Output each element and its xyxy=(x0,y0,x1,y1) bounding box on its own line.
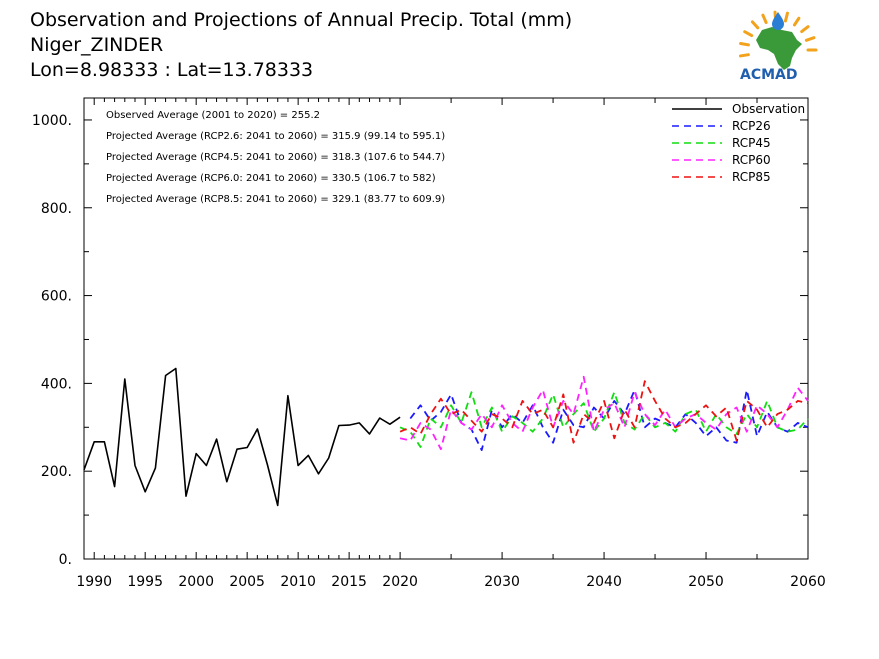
plot-area xyxy=(83,97,809,560)
rcp26-average-note: Projected Average (RCP2.6: 2041 to 2060)… xyxy=(106,131,445,142)
acmad-logo: ACMAD xyxy=(738,10,818,83)
series-line-rcp85 xyxy=(399,380,809,444)
y-tick-label: 800. xyxy=(41,201,72,217)
legend-label: Observation xyxy=(732,102,805,116)
x-tick-label: 2030 xyxy=(484,574,520,590)
y-tick-label: 600. xyxy=(41,289,72,305)
y-tick-label: 200. xyxy=(41,464,72,480)
x-tick-label: 2050 xyxy=(688,574,724,590)
x-tick-label: 1995 xyxy=(127,574,163,590)
x-tick-label: 2040 xyxy=(586,574,622,590)
legend-label: RCP26 xyxy=(732,119,771,133)
y-axis-tick-labels: 0. 200. 400. 600. 800. 1000. xyxy=(32,113,72,568)
x-tick-label: 2060 xyxy=(790,574,826,590)
x-tick-label: 2015 xyxy=(331,574,367,590)
rcp45-average-note: Projected Average (RCP4.5: 2041 to 2060)… xyxy=(106,152,445,163)
sun-ray xyxy=(743,30,754,38)
series-lines xyxy=(83,367,809,507)
series-line-rcp26 xyxy=(409,389,809,452)
sun-ray xyxy=(750,20,760,30)
station-coordinates: Lon=8.98333 : Lat=13.78333 xyxy=(30,59,313,81)
series-line-rcp60 xyxy=(399,375,809,451)
sun-ray xyxy=(804,36,816,42)
logo-text: ACMAD xyxy=(740,67,798,83)
station-name: Niger_ZINDER xyxy=(30,34,163,56)
axis-ticks xyxy=(84,98,809,560)
legend-label: RCP60 xyxy=(732,153,771,167)
observed-average-note: Observed Average (2001 to 2020) = 255.2 xyxy=(106,110,320,121)
sun-ray xyxy=(800,25,810,34)
series-line-observation xyxy=(83,367,401,507)
chart-title-block: Observation and Projections of Annual Pr… xyxy=(30,9,572,81)
x-tick-label: 2005 xyxy=(229,574,265,590)
x-tick-label: 2000 xyxy=(178,574,214,590)
annotation-block: Observed Average (2001 to 2020) = 255.2 … xyxy=(106,110,445,205)
sun-ray xyxy=(739,41,750,47)
y-tick-label: 1000. xyxy=(32,113,72,129)
legend-label: RCP85 xyxy=(732,170,771,184)
sun-ray xyxy=(738,53,750,58)
x-axis-tick-labels: 1990 1995 2000 2005 2010 2015 2020 2030 2040 2050… xyxy=(76,574,825,590)
sun-ray xyxy=(761,13,768,24)
x-tick-label: 2020 xyxy=(382,574,418,590)
rcp85-average-note: Projected Average (RCP8.5: 2041 to 2060)… xyxy=(106,194,445,205)
water-drop-icon xyxy=(772,12,784,30)
sun-ray xyxy=(783,11,789,23)
africa-map-icon xyxy=(756,27,802,70)
y-tick-label: 0. xyxy=(59,552,72,568)
y-tick-label: 400. xyxy=(41,376,72,392)
x-tick-label: 2010 xyxy=(280,574,316,590)
chart-title: Observation and Projections of Annual Pr… xyxy=(30,9,572,31)
rcp60-average-note: Projected Average (RCP6.0: 2041 to 2060)… xyxy=(106,173,436,184)
legend: Observation RCP26 RCP45 RCP60 RCP85 xyxy=(672,102,805,184)
sun-ray xyxy=(792,16,801,27)
x-tick-label: 1990 xyxy=(76,574,112,590)
legend-label: RCP45 xyxy=(732,136,771,150)
series-line-rcp45 xyxy=(399,391,809,448)
